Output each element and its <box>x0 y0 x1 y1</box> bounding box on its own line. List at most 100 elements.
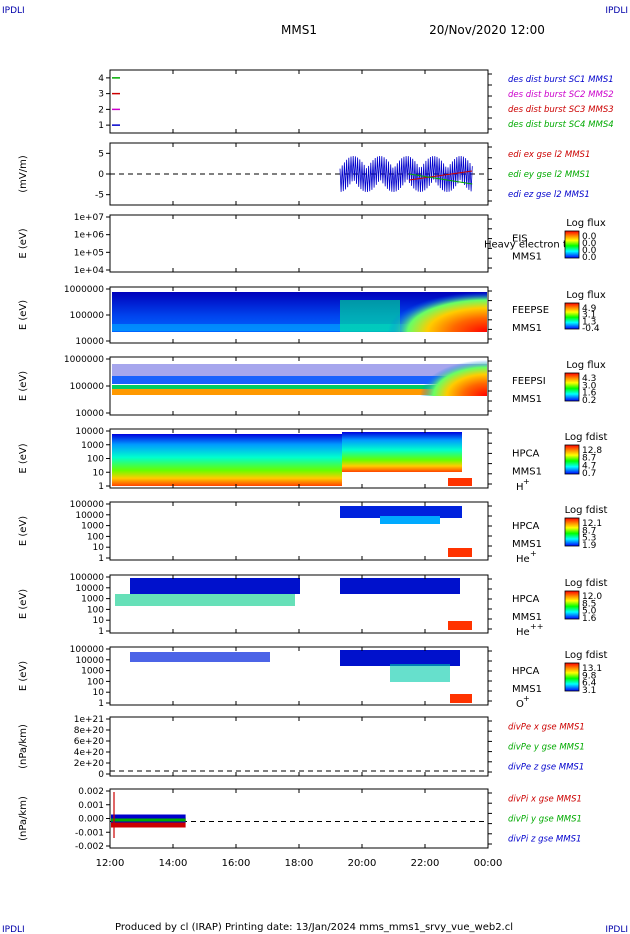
eis-spacecraft: MMS1 <box>512 252 542 263</box>
feeps-i-ytick-label: 100000 <box>70 382 105 392</box>
hpca-o-ytick-label: 100 <box>87 677 104 687</box>
hpca-h-colorbar-tick: 12.8 <box>582 446 602 456</box>
edi-e-gse-ytick-label: -5 <box>95 191 104 201</box>
hpca-o-hotspot <box>450 694 472 703</box>
feeps-e-colorbar-tick: 4.9 <box>582 304 597 314</box>
feeps-i-spacecraft: MMS1 <box>512 394 542 405</box>
hpca-he-ytick-label: 1 <box>98 554 104 564</box>
feeps-i-colorbar-tick: 4.3 <box>582 374 596 384</box>
hpca-he-ytick-label: 1000 <box>81 522 104 532</box>
hpca-h-ytick-label: 1000 <box>81 441 104 451</box>
eis-colorbar-tick: 0.0 <box>582 239 597 249</box>
hpca-h-colorbar-tick: 0.7 <box>582 469 596 479</box>
edi-e-gse-legend-entry: edi ex gse l2 MMS1 <box>508 150 590 160</box>
hpca-h-species-sup: + <box>523 477 530 486</box>
edi-e-gse-legend-entry: edi ey gse l2 MMS1 <box>508 170 590 180</box>
hpca-he-spectrum <box>340 506 462 518</box>
hpca-o-colorbar-tick: 9.8 <box>582 671 597 681</box>
feeps-i-instrument: FEEPSI <box>512 376 546 387</box>
divpi-ytick-label: 0.000 <box>78 815 104 825</box>
hpca-h-species: H <box>516 482 524 493</box>
corner-bottom-left: IPDLI <box>2 925 25 934</box>
eis-colorbar-title: Log flux <box>566 218 606 229</box>
hpca-he-colorbar-title: Log fdist <box>565 505 608 516</box>
hpca-he2-spacecraft: MMS1 <box>512 612 542 623</box>
hpca-he2-ytick-label: 10 <box>93 616 105 626</box>
eis-ytick-label: 1e+05 <box>74 248 104 258</box>
feeps-i-ylabel: E (eV) <box>18 371 29 401</box>
hpca-he2-spectrum <box>130 578 300 594</box>
hpca-h-spectrum-late <box>342 432 462 472</box>
divpe-legend-entry: divPe y gse MMS1 <box>508 743 585 753</box>
feeps-i-colorbar-tick: 1.6 <box>582 389 597 399</box>
eis-colorbar-tick: 0.0 <box>582 253 597 263</box>
time-axis-label: 14:00 <box>159 858 188 869</box>
des-dist-burst-ytick-label: 3 <box>98 90 104 100</box>
des-dist-burst-legend-entry: des dist burst SC3 MMS3 <box>508 105 614 115</box>
hpca-he2-ytick-label: 1 <box>98 627 104 637</box>
hpca-o-colorbar-tick: 13.1 <box>582 664 602 674</box>
hpca-o-spacecraft: MMS1 <box>512 684 542 695</box>
hpca-h-instrument: HPCA <box>512 449 540 460</box>
hpca-he2-spectrum-late <box>340 578 460 594</box>
time-axis-label: 18:00 <box>285 858 314 869</box>
divpi-ytick-label: -0.002 <box>75 842 104 852</box>
hpca-he2-colorbar-title: Log fdist <box>565 578 608 589</box>
spectrogram-imagery <box>112 292 487 703</box>
edi-e-gse-ez-trace <box>339 155 473 193</box>
hpca-h-colorbar-title: Log fdist <box>565 432 608 443</box>
hpca-he2-ytick-label: 10000 <box>75 584 104 594</box>
hpca-o-spectrum <box>340 650 460 666</box>
time-axis-label: 00:00 <box>474 858 503 869</box>
time-axis-label: 22:00 <box>411 858 440 869</box>
feepsi-band-orange <box>112 389 487 395</box>
hpca-h-ylabel: E (eV) <box>18 443 29 473</box>
hpca-he2-instrument: HPCA <box>512 594 540 605</box>
hpca-o-spectrum-low <box>390 664 450 682</box>
hpca-he2-low-band <box>115 594 295 606</box>
hpca-he2-ytick-label: 100000 <box>70 573 105 583</box>
feeps-i-colorbar-tick: 3.0 <box>582 381 597 391</box>
divpe-ytick-label: 2e+20 <box>74 759 105 769</box>
divpe-ylabel: (nPa/km) <box>18 724 29 769</box>
des-dist-burst-frame <box>109 69 489 134</box>
divpi-ytick-label: 0.002 <box>78 787 104 797</box>
divpe-ytick-label: 6e+20 <box>74 737 105 747</box>
hpca-o-colorbar-tick: 3.1 <box>582 686 596 696</box>
hpca-h-ytick-label: 10 <box>93 468 105 478</box>
edi-e-gse-legend-entry: edi ez gse l2 MMS1 <box>508 190 590 200</box>
hpca-o-ytick-label: 1 <box>98 699 104 709</box>
edi-e-gse-ex-trace <box>409 170 473 181</box>
feeps-e-instrument: FEEPSE <box>512 305 549 316</box>
feeps-i-ytick-label: 1000000 <box>64 355 104 365</box>
hpca-he-instrument: HPCA <box>512 521 540 532</box>
hpca-he-colorbar-tick: 12.1 <box>582 519 602 529</box>
hpca-he2-ylabel: E (eV) <box>18 589 29 619</box>
hpca-o-species: O <box>516 699 524 710</box>
hpca-h-colorbar-tick: 8.7 <box>582 454 596 464</box>
des-dist-burst-legend-entry: des dist burst SC4 MMS4 <box>508 120 614 130</box>
hpca-h-ytick-label: 10000 <box>75 427 104 437</box>
divpe-ytick-label: 8e+20 <box>74 726 105 736</box>
hpca-he2-colorbar-tick: 1.6 <box>582 614 597 624</box>
hpca-h-ytick-label: 1 <box>98 482 104 492</box>
divpi-ytick-label: 0.001 <box>78 801 104 811</box>
divpi-legend-entry: divPi y gse MMS1 <box>508 815 582 825</box>
des-dist-burst-legend-entry: des dist burst SC1 MMS1 <box>508 75 614 85</box>
feepsi-hotspot <box>420 360 487 396</box>
divpi-y-band <box>111 818 186 822</box>
divpi-legend-entry: divPi x gse MMS1 <box>508 795 582 805</box>
eis-ytick-label: 1e+07 <box>74 213 104 223</box>
divpi-ylabel: (nPa/km) <box>18 796 29 841</box>
hpca-o-colorbar <box>564 662 580 692</box>
des-dist-burst-legend-entry: des dist burst SC2 MMS2 <box>508 90 614 100</box>
hpca-o-ytick-label: 100000 <box>70 645 105 655</box>
feeps-e-ytick-label: 1000000 <box>64 285 104 295</box>
divpe-ytick-label: 0 <box>98 770 104 780</box>
hpca-he-species: He <box>516 554 530 565</box>
hpca-h-spacecraft: MMS1 <box>512 467 542 478</box>
edi-e-gse-ey-trace <box>409 173 473 185</box>
corner-top-left: IPDLI <box>2 6 25 16</box>
des-dist-burst-ytick-label: 1 <box>98 121 104 131</box>
feepsi-band-blue <box>112 376 487 384</box>
